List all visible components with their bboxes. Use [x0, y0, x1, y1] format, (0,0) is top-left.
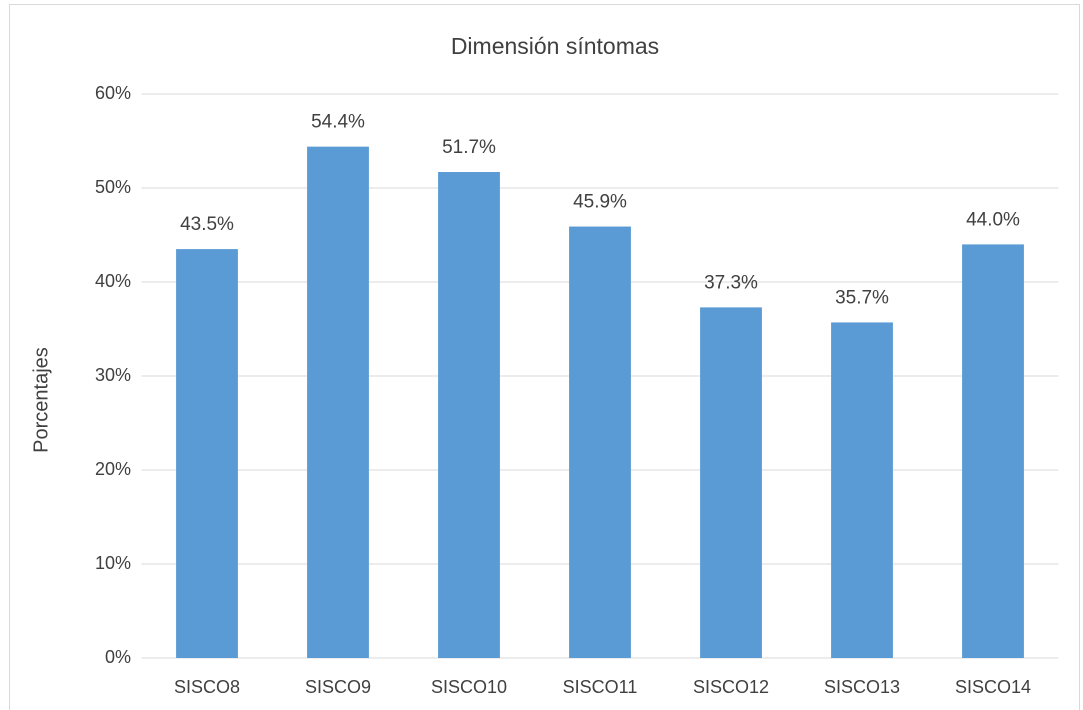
y-tick-label: 20%: [95, 459, 131, 479]
data-label: 43.5%: [180, 214, 234, 235]
y-tick-label: 60%: [95, 83, 131, 103]
data-label: 44.0%: [966, 209, 1020, 230]
bar: [307, 146, 369, 658]
data-label: 51.7%: [442, 137, 496, 158]
bar: [831, 322, 893, 658]
data-label: 54.4%: [311, 112, 365, 133]
x-tick-label: SISCO9: [305, 677, 371, 697]
x-tick-label: SISCO12: [693, 677, 769, 697]
y-tick-label: 10%: [95, 553, 131, 573]
y-tick-label: 30%: [95, 365, 131, 385]
data-label: 45.9%: [573, 192, 627, 213]
y-axis-label: Porcentajes: [30, 347, 52, 453]
data-label: 37.3%: [704, 272, 758, 293]
bar: [438, 172, 500, 658]
chart-frame: [9, 4, 1080, 710]
bar: [569, 226, 631, 659]
y-tick-label: 40%: [95, 271, 131, 291]
bar: [176, 249, 238, 658]
y-tick-label: 0%: [105, 647, 131, 667]
x-tick-label: SISCO8: [174, 677, 240, 697]
bar: [700, 307, 762, 658]
x-tick-label: SISCO14: [955, 677, 1031, 697]
x-tick-label: SISCO11: [563, 677, 638, 697]
y-tick-label: 50%: [95, 177, 131, 197]
data-label: 35.7%: [835, 287, 889, 308]
x-tick-label: SISCO13: [824, 677, 900, 697]
x-tick-label: SISCO10: [431, 677, 507, 697]
bar: [962, 244, 1024, 658]
chart-title: Dimensión síntomas: [451, 33, 659, 59]
